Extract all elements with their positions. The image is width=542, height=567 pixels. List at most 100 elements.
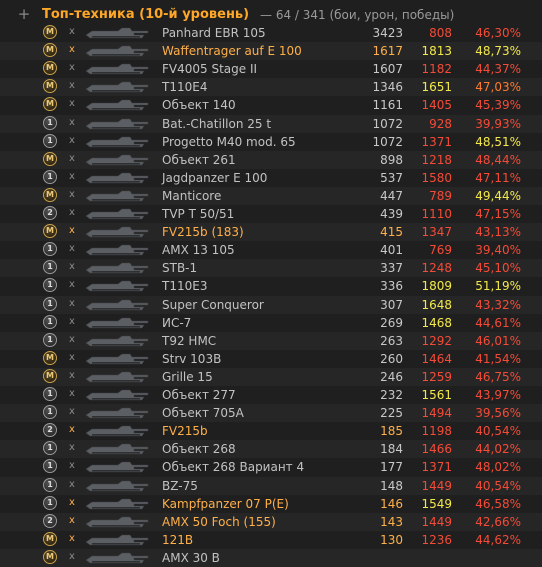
vehicle-name[interactable]: AMX 13 105 bbox=[162, 243, 235, 258]
mastery-badge-icon: 1 bbox=[43, 278, 57, 293]
mastery-badge-icon: 1 bbox=[43, 133, 57, 148]
avg-damage: 1494 bbox=[421, 406, 452, 421]
table-row[interactable]: 1 x Progetto M40 mod. 65 1072 1371 48,51% bbox=[0, 133, 542, 151]
vehicle-name[interactable]: Waffentrager auf E 100 bbox=[162, 44, 302, 59]
mastery-badge-icon: M bbox=[43, 79, 57, 94]
table-row[interactable]: 1 x Bat.-Chatillon 25 t 1072 928 39,93% bbox=[0, 114, 542, 133]
tank-thumbnail-icon bbox=[84, 45, 150, 57]
vehicle-name[interactable]: AMX 50 Foch (155) bbox=[162, 514, 276, 529]
vehicle-name[interactable]: Объект 268 Вариант 4 bbox=[162, 460, 305, 475]
x-icon: x bbox=[69, 225, 75, 237]
vehicle-name[interactable]: Panhard EBR 105 bbox=[162, 26, 266, 40]
tank-thumbnail-icon bbox=[84, 190, 150, 202]
win-rate: 46,30% bbox=[475, 26, 521, 40]
win-rate: 48,73% bbox=[475, 44, 521, 59]
x-icon: x bbox=[69, 424, 75, 436]
vehicle-name[interactable]: Jagdpanzer E 100 bbox=[162, 170, 268, 185]
vehicle-name[interactable]: BZ-75 bbox=[162, 478, 198, 493]
table-row[interactable]: 1 x Super Conqueror 307 1648 43,32% bbox=[0, 295, 542, 314]
table-row[interactable]: 1 x Kampfpanzer 07 P(E) 146 1549 46,58% bbox=[0, 495, 542, 513]
tank-thumbnail-icon bbox=[84, 27, 150, 39]
battles-count: 1072 bbox=[372, 116, 403, 131]
table-row[interactable]: 2 x FV215b 185 1198 40,54% bbox=[0, 422, 542, 440]
vehicle-name[interactable]: Bat.-Chatillon 25 t bbox=[162, 116, 272, 131]
table-row[interactable]: 2 x AMX 50 Foch (155) 143 1449 42,66% bbox=[0, 512, 542, 531]
avg-damage: 1347 bbox=[421, 225, 452, 240]
battles-count: 130 bbox=[380, 532, 403, 547]
vehicle-name[interactable]: Объект 705А bbox=[162, 406, 244, 421]
table-row[interactable]: 2 x TVP T 50/51 439 1110 47,15% bbox=[0, 205, 542, 223]
avg-damage: 1464 bbox=[421, 351, 452, 366]
tank-thumbnail-icon bbox=[84, 371, 150, 383]
mastery-badge-icon: 1 bbox=[43, 260, 57, 275]
table-row[interactable]: 1 x STB-1 337 1248 45,10% bbox=[0, 259, 542, 278]
tank-thumbnail-icon bbox=[84, 280, 150, 292]
table-header: + Топ-техника (10-й уровень) — 64 / 341 … bbox=[0, 0, 542, 30]
vehicle-name[interactable]: Progetto M40 mod. 65 bbox=[162, 134, 296, 149]
vehicle-name[interactable]: Kampfpanzer 07 P(E) bbox=[162, 496, 289, 511]
table-row[interactable]: 1 x T110E3 336 1809 51,19% bbox=[0, 277, 542, 295]
mastery-badge-icon: 1 bbox=[43, 495, 57, 510]
vehicle-name[interactable]: T92 HMC bbox=[162, 333, 217, 348]
x-icon: x bbox=[69, 315, 75, 327]
x-icon: x bbox=[69, 261, 75, 273]
vehicle-name[interactable]: FV215b (183) bbox=[162, 225, 244, 240]
mastery-badge-icon: M bbox=[43, 43, 57, 58]
x-icon: x bbox=[69, 460, 75, 472]
table-row[interactable]: 1 x Jagdpanzer E 100 537 1580 47,11% bbox=[0, 169, 542, 187]
avg-damage: 1449 bbox=[421, 514, 452, 529]
table-row[interactable]: 1 x Объект 268 184 1466 44,02% bbox=[0, 440, 542, 459]
vehicle-name[interactable]: FV215b bbox=[162, 424, 208, 439]
mastery-badge-icon: M bbox=[43, 549, 57, 564]
avg-damage: 1561 bbox=[421, 388, 452, 402]
win-rate: 46,75% bbox=[475, 369, 521, 384]
win-rate: 45,39% bbox=[475, 98, 521, 113]
vehicle-name[interactable]: Объект 140 bbox=[162, 98, 236, 113]
vehicle-name[interactable]: Manticore bbox=[162, 188, 222, 203]
vehicle-name[interactable]: ИС-7 bbox=[162, 315, 192, 330]
table-row[interactable]: 1 x BZ-75 148 1449 40,54% bbox=[0, 476, 542, 495]
battles-count: 415 bbox=[380, 225, 403, 240]
vehicle-name[interactable]: Super Conqueror bbox=[162, 297, 264, 312]
mastery-badge-icon: 1 bbox=[43, 169, 57, 184]
tank-thumbnail-icon bbox=[84, 389, 150, 401]
x-icon: x bbox=[69, 388, 75, 399]
vehicle-name[interactable]: Объект 261 bbox=[162, 152, 236, 167]
vehicle-name[interactable]: Объект 277 bbox=[162, 388, 236, 402]
vehicle-name[interactable]: 121B bbox=[162, 532, 194, 547]
vehicle-name[interactable]: Объект 268 bbox=[162, 442, 236, 457]
tank-thumbnail-icon bbox=[84, 498, 150, 510]
tank-thumbnail-icon bbox=[84, 353, 150, 365]
table-row[interactable]: 1 x Объект 268 Вариант 4 177 1371 48,02% bbox=[0, 458, 542, 476]
vehicle-name[interactable]: FV4005 Stage II bbox=[162, 62, 258, 77]
vehicle-name[interactable]: TVP T 50/51 bbox=[162, 207, 235, 221]
table-row[interactable]: 1 x ИС-7 269 1468 44,61% bbox=[0, 314, 542, 332]
vehicle-name[interactable]: T110E4 bbox=[162, 80, 208, 95]
plus-icon[interactable]: + bbox=[17, 5, 31, 23]
win-rate: 46,58% bbox=[475, 496, 521, 511]
table-row[interactable]: 1 x Объект 277 232 1561 43,97% bbox=[0, 386, 542, 404]
win-rate: 44,61% bbox=[475, 315, 521, 330]
vehicle-name[interactable]: Strv 103B bbox=[162, 351, 222, 366]
win-rate: 48,02% bbox=[475, 460, 521, 475]
table-row[interactable]: 1 x Объект 705А 225 1494 39,56% bbox=[0, 404, 542, 423]
vehicle-name[interactable]: Grille 15 bbox=[162, 369, 213, 384]
vehicle-name[interactable]: T110E3 bbox=[162, 279, 208, 294]
table-row[interactable]: 1 x AMX 13 105 401 769 39,40% bbox=[0, 241, 542, 259]
avg-damage: 1371 bbox=[421, 460, 452, 475]
table-row[interactable]: 1 x T92 HMC 263 1292 46,01% bbox=[0, 331, 542, 350]
vehicle-name[interactable]: STB-1 bbox=[162, 261, 198, 276]
tank-thumbnail-icon bbox=[84, 534, 150, 546]
